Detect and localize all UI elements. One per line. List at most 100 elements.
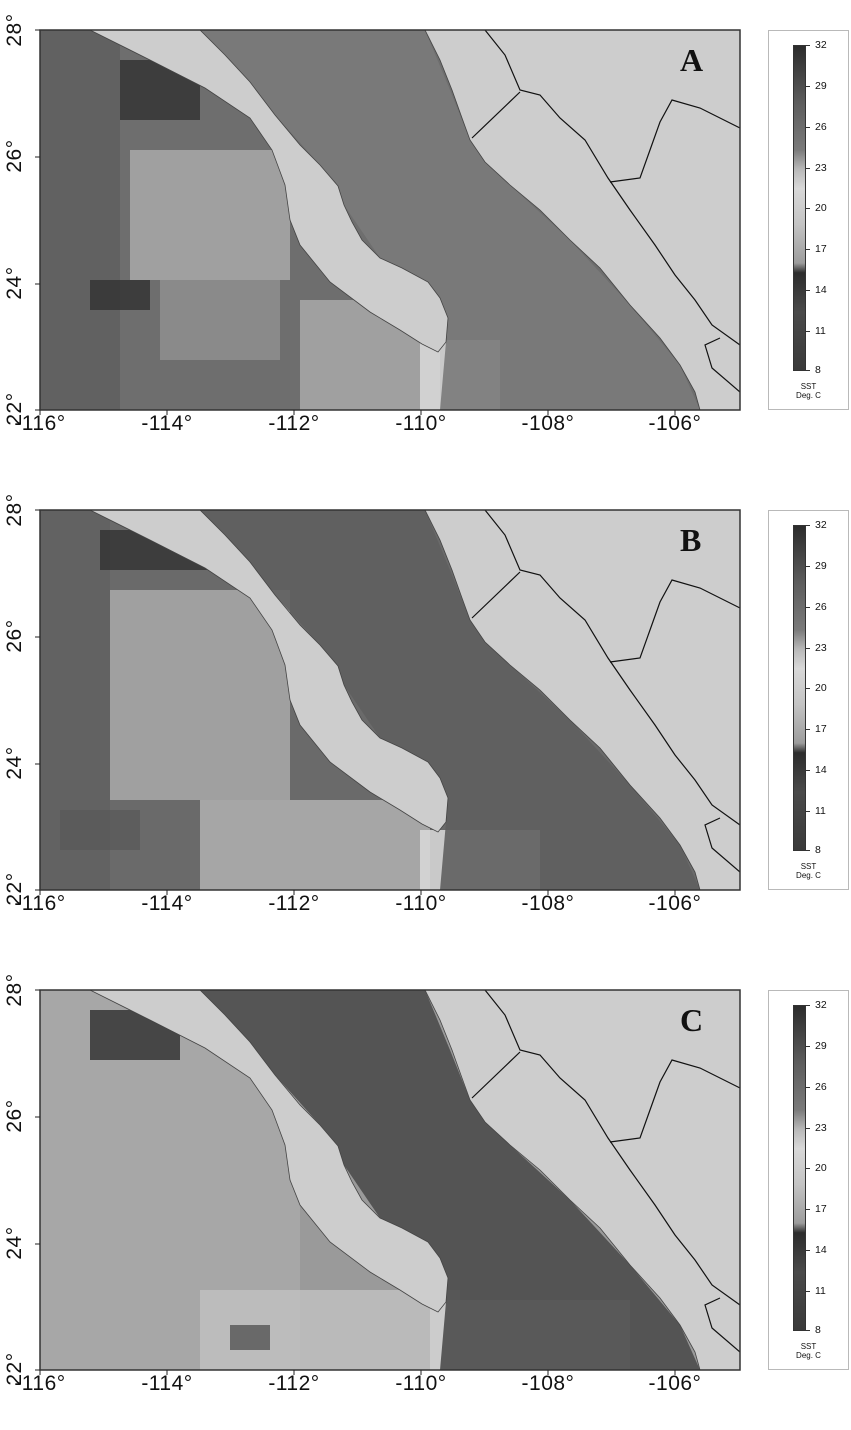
colorbar-quantity: SST bbox=[800, 862, 817, 871]
state-border bbox=[471, 91, 521, 139]
colorbar-tick: 32 bbox=[815, 999, 827, 1011]
colorbar-quantity: SST bbox=[800, 382, 817, 391]
baja-peninsula-land bbox=[40, 510, 449, 833]
x-tick-112: -112° bbox=[268, 892, 320, 915]
state-border bbox=[484, 990, 740, 1306]
state-border bbox=[609, 1059, 740, 1143]
colorbar-tick: 23 bbox=[815, 162, 827, 174]
colorbar-tick: 14 bbox=[815, 1244, 827, 1256]
colorbar-tick: 8 bbox=[815, 1324, 821, 1336]
sst-patch bbox=[200, 800, 430, 890]
state-border bbox=[704, 817, 740, 873]
y-tick-26: 26° bbox=[3, 619, 26, 653]
colorbar-tick: 23 bbox=[815, 1122, 827, 1134]
map-frame bbox=[39, 29, 741, 411]
colorbar-unit: Deg. C bbox=[796, 1351, 821, 1360]
y-tick-26: 26° bbox=[3, 139, 26, 173]
y-tick-28: 28° bbox=[3, 973, 26, 1007]
sst-map-a bbox=[35, 29, 741, 415]
colorbar-tick: 11 bbox=[815, 1285, 826, 1297]
colorbar-tick: 20 bbox=[815, 202, 827, 214]
sst-patch bbox=[110, 590, 290, 800]
x-tick-112: -112° bbox=[268, 412, 320, 435]
y-tick-28: 28° bbox=[3, 493, 26, 527]
sst-colorbar-a: 32 29 26 23 20 17 14 11 8 SST Deg. C bbox=[768, 30, 849, 410]
map-frame bbox=[39, 509, 741, 891]
baja-peninsula-land bbox=[40, 990, 449, 1313]
x-tick-114: -114° bbox=[141, 892, 193, 915]
x-tick-110: -110° bbox=[395, 1372, 447, 1395]
sst-patch bbox=[40, 30, 120, 410]
colorbar-tick: 32 bbox=[815, 39, 827, 51]
x-tick-106: -106° bbox=[648, 892, 702, 915]
x-tick-114: -114° bbox=[141, 1372, 193, 1395]
x-tick-116: -116° bbox=[14, 1372, 66, 1395]
colorbar-tick: 32 bbox=[815, 519, 827, 531]
state-border bbox=[471, 571, 521, 619]
x-tick-108: -108° bbox=[521, 892, 575, 915]
colorbar-unit: Deg. C bbox=[796, 391, 821, 400]
x-tick-110: -110° bbox=[395, 412, 447, 435]
y-tick-24: 24° bbox=[3, 1226, 26, 1260]
x-tick-114: -114° bbox=[141, 412, 193, 435]
panel-c: C 28° 26° 24° 22° -116° -114° -112° -110… bbox=[0, 960, 851, 1430]
colorbar-tick: 26 bbox=[815, 601, 827, 613]
state-border bbox=[704, 1297, 740, 1353]
sst-patch bbox=[90, 280, 150, 310]
gulf-of-california-water bbox=[200, 990, 700, 1370]
state-border bbox=[609, 99, 740, 183]
colorbar-quantity: SST bbox=[800, 1342, 817, 1351]
colorbar-tick: 14 bbox=[815, 284, 827, 296]
x-tick-108: -108° bbox=[521, 1372, 575, 1395]
colorbar-tick: 23 bbox=[815, 642, 827, 654]
colorbar-tick: 20 bbox=[815, 1162, 827, 1174]
colorbar-tick: 29 bbox=[815, 1040, 827, 1052]
x-tick-116: -116° bbox=[14, 892, 66, 915]
gulf-of-california-water bbox=[200, 30, 700, 410]
colorbar-tick: 29 bbox=[815, 80, 827, 92]
colorbar-gradient bbox=[793, 525, 806, 851]
colorbar-tick: 8 bbox=[815, 364, 821, 376]
mainland-land bbox=[424, 510, 740, 890]
mainland-land bbox=[424, 30, 740, 410]
colorbar-tick: 26 bbox=[815, 1081, 827, 1093]
sst-patch bbox=[160, 280, 280, 360]
colorbar-tick: 26 bbox=[815, 121, 827, 133]
colorbar-tick: 11 bbox=[815, 325, 826, 337]
sst-patch bbox=[230, 1325, 270, 1350]
colorbar-unit: Deg. C bbox=[796, 871, 821, 880]
mainland-land bbox=[424, 990, 740, 1370]
sst-map-c bbox=[35, 989, 741, 1375]
panel-letter-c: C bbox=[680, 1002, 704, 1038]
colorbar-tick: 29 bbox=[815, 560, 827, 572]
sst-colorbar-c: 32 29 26 23 20 17 14 11 8 SST Deg. C bbox=[768, 990, 849, 1370]
colorbar-tick: 17 bbox=[815, 243, 827, 255]
sst-patch bbox=[60, 810, 140, 850]
x-tick-108: -108° bbox=[521, 412, 575, 435]
sst-patch bbox=[130, 150, 290, 280]
sst-map-b bbox=[35, 509, 741, 895]
state-border bbox=[609, 579, 740, 663]
colorbar-tick: 17 bbox=[815, 1203, 827, 1215]
panel-b: B 28° 26° 24° 22° -116° -114° -112° -110… bbox=[0, 480, 851, 950]
x-tick-110: -110° bbox=[395, 892, 447, 915]
colorbar-tick: 11 bbox=[815, 805, 826, 817]
panel-letter-b: B bbox=[680, 522, 702, 558]
x-tick-116: -116° bbox=[14, 412, 66, 435]
colorbar-tick: 20 bbox=[815, 682, 827, 694]
x-tick-106: -106° bbox=[648, 1372, 702, 1395]
x-tick-106: -106° bbox=[648, 412, 702, 435]
y-tick-24: 24° bbox=[3, 746, 26, 780]
panel-letter-a: A bbox=[680, 42, 704, 78]
x-tick-112: -112° bbox=[268, 1372, 320, 1395]
y-tick-26: 26° bbox=[3, 1099, 26, 1133]
colorbar-gradient bbox=[793, 1005, 806, 1331]
colorbar-tick: 8 bbox=[815, 844, 821, 856]
y-tick-24: 24° bbox=[3, 266, 26, 300]
sst-colorbar-b: 32 29 26 23 20 17 14 11 8 SST Deg. C bbox=[768, 510, 849, 890]
state-border bbox=[471, 1051, 521, 1099]
colorbar-tick: 17 bbox=[815, 723, 827, 735]
state-border bbox=[704, 337, 740, 393]
colorbar-tick: 14 bbox=[815, 764, 827, 776]
baja-peninsula-land bbox=[40, 30, 449, 353]
